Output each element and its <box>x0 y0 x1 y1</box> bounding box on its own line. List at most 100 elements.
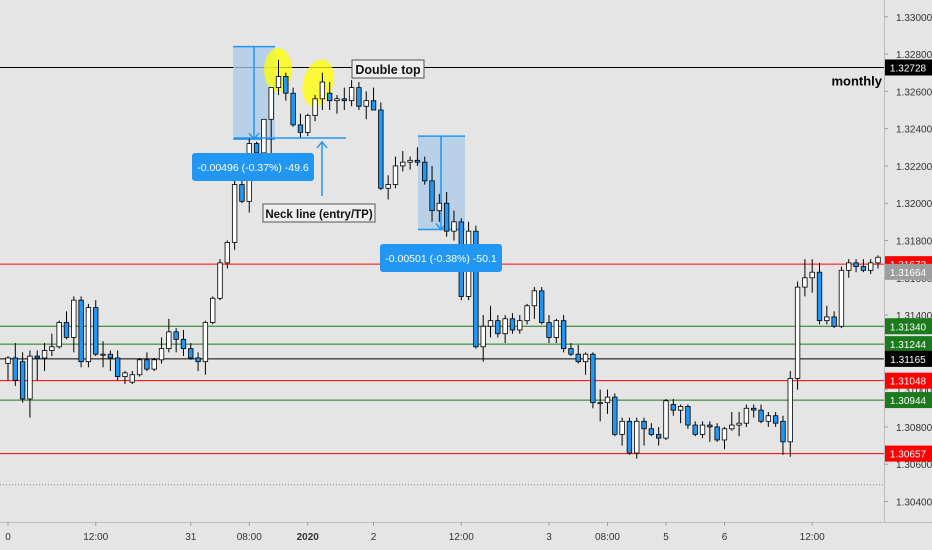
highlight-ellipse <box>302 59 334 107</box>
candle-body <box>129 374 135 383</box>
candle-body <box>546 322 552 338</box>
candle-body <box>875 256 881 264</box>
candle-body <box>838 269 845 327</box>
candle-body <box>590 353 596 404</box>
price-tick-label: 1.33000 <box>896 13 932 24</box>
candle-body <box>582 353 589 363</box>
annotation-double-top: Double top <box>355 63 421 77</box>
candle-body <box>385 184 391 189</box>
candle-body <box>107 353 114 359</box>
candle-body <box>378 109 384 189</box>
candle-body <box>180 338 187 350</box>
level-price-tag <box>885 372 932 389</box>
candle-body <box>78 299 84 363</box>
candle-body <box>656 433 662 439</box>
candle-body <box>151 359 157 370</box>
candle-body <box>400 161 406 167</box>
level-price-text: 1.31048 <box>890 377 927 388</box>
candle-body <box>473 230 479 348</box>
price-tick-label: 1.31000 <box>896 386 932 397</box>
candle-body <box>846 262 852 271</box>
candle-body <box>56 322 62 348</box>
candle-body <box>422 161 428 182</box>
level-price-tag <box>885 263 932 280</box>
price-tick-label: 1.32000 <box>896 199 932 210</box>
candle-body <box>253 143 260 154</box>
candle-body <box>860 266 867 271</box>
annotation-box <box>351 59 425 79</box>
candle-body <box>158 348 165 361</box>
candle-body <box>224 241 230 264</box>
candle-body <box>751 407 757 411</box>
candle-body <box>370 100 377 111</box>
time-tick-label: 12:00 <box>83 532 108 543</box>
candle-body <box>772 415 779 424</box>
candle-body <box>136 359 143 376</box>
candle-body <box>531 290 538 307</box>
candle-body <box>122 372 128 377</box>
candle-body <box>312 98 318 116</box>
price-tick-label: 1.32200 <box>896 162 932 173</box>
time-tick-label: 08:00 <box>237 532 262 543</box>
candle-body <box>231 184 238 243</box>
candle-body <box>5 357 11 364</box>
candle-body <box>49 346 55 351</box>
candle-body <box>34 355 40 359</box>
time-tick-label: 6 <box>722 532 728 543</box>
candle-body <box>495 320 501 335</box>
candle-body <box>334 98 340 102</box>
candle-body <box>188 348 194 359</box>
candle-body <box>765 415 772 422</box>
candle-body <box>487 320 494 327</box>
price-tick-label: 1.30400 <box>896 497 932 508</box>
level-price-text: 1.31340 <box>890 322 927 333</box>
time-tick-label: 12:00 <box>449 532 474 543</box>
level-price-text: 1.31244 <box>890 340 927 351</box>
candle-body <box>641 420 647 430</box>
candle-body <box>144 359 150 370</box>
candle-body <box>568 348 574 355</box>
candle-body <box>63 322 70 338</box>
price-tick-label: 1.32800 <box>896 50 932 61</box>
candle-body <box>12 357 18 381</box>
level-annotation: monthly <box>831 73 882 88</box>
time-tick-label: 5 <box>663 532 669 543</box>
level-price-tag <box>885 392 932 409</box>
candle-body <box>348 87 355 102</box>
level-price-tag <box>885 350 932 367</box>
level-price-text: 1.31165 <box>890 355 926 366</box>
candle-body <box>327 92 333 102</box>
candle-body <box>626 420 633 454</box>
candle-body <box>780 420 786 443</box>
candle-body <box>853 262 859 267</box>
candle-body <box>202 322 209 363</box>
candle-body <box>166 331 172 350</box>
candle-body <box>604 396 611 404</box>
candle-body <box>721 428 728 441</box>
candle-body <box>363 100 369 107</box>
level-price-text: 1.32728 <box>890 63 927 74</box>
candle-body <box>524 305 530 322</box>
candle-body <box>502 318 508 335</box>
candle-body <box>429 180 435 212</box>
price-tick-label: 1.32600 <box>896 87 932 98</box>
candle-body <box>758 409 764 422</box>
candle-body <box>275 76 282 89</box>
chart-annotations: -0.00496 (-0.37%) -49.6 -0.00501 (-0.38%)… <box>192 59 502 272</box>
candle-body <box>707 424 713 428</box>
candle-body <box>319 81 326 100</box>
neckline-pointer-head <box>316 140 328 149</box>
candle-body <box>114 357 121 377</box>
price-tick-label: 1.31800 <box>896 236 932 247</box>
level-price-text: 1.30944 <box>890 396 927 407</box>
level-price-text: 1.30657 <box>890 450 927 461</box>
candle-body <box>283 76 289 94</box>
time-tick-label: 0 <box>5 532 11 543</box>
candle-body <box>714 426 720 441</box>
candle-body <box>297 124 304 133</box>
time-tick-label: 08:00 <box>595 532 620 543</box>
candle-body <box>436 202 443 212</box>
candle-body <box>648 428 655 435</box>
level-price-tag <box>885 59 932 76</box>
